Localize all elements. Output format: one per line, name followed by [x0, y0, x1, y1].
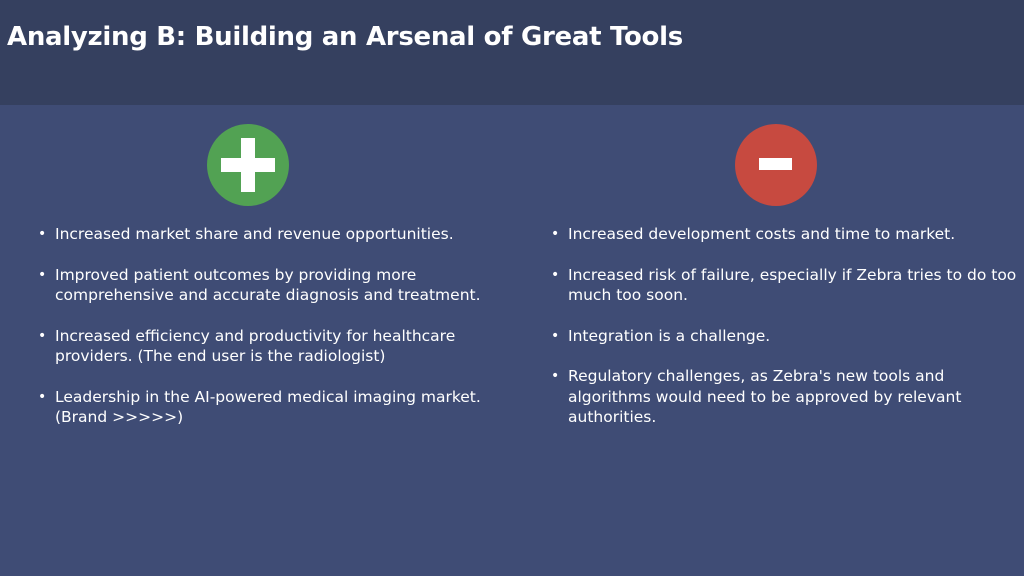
bullet-icon: •	[551, 226, 560, 242]
cons-item-text: Increased development costs and time to …	[568, 225, 956, 243]
cons-item-text: Regulatory challenges, as Zebra's new to…	[568, 367, 962, 426]
pros-item: • Increased efficiency and productivity …	[38, 326, 488, 367]
bullet-icon: •	[38, 226, 47, 242]
bullet-icon: •	[551, 266, 560, 283]
bullet-icon: •	[38, 388, 47, 405]
cons-item: • Increased development costs and time t…	[551, 224, 1021, 245]
cons-item-text: Increased risk of failure, especially if…	[568, 265, 1017, 305]
bullet-icon: •	[38, 266, 47, 283]
pros-item-text: Improved patient outcomes by providing m…	[55, 265, 481, 305]
minus-icon	[735, 124, 817, 206]
pros-item: • Increased market share and revenue opp…	[38, 224, 488, 245]
bullet-icon: •	[551, 327, 560, 344]
pros-item-text: Leadership in the AI-powered medical ima…	[55, 387, 481, 427]
cons-item: • Integration is a challenge.	[551, 326, 1021, 347]
cons-list: • Increased development costs and time t…	[551, 224, 1021, 448]
bullet-icon: •	[38, 327, 47, 344]
pros-list: • Increased market share and revenue opp…	[38, 224, 488, 448]
pros-item: • Leadership in the AI-powered medical i…	[38, 387, 488, 428]
page-title: Analyzing B: Building an Arsenal of Grea…	[7, 22, 683, 52]
bullet-icon: •	[551, 368, 560, 384]
pros-item: • Improved patient outcomes by providing…	[38, 265, 488, 306]
cons-item-text: Integration is a challenge.	[568, 326, 771, 345]
cons-item: • Regulatory challenges, as Zebra's new …	[551, 366, 1021, 428]
plus-icon	[207, 124, 289, 206]
header-band: Analyzing B: Building an Arsenal of Grea…	[0, 0, 1024, 105]
cons-item: • Increased risk of failure, especially …	[551, 265, 1021, 306]
pros-item-text: Increased market share and revenue oppor…	[55, 225, 454, 243]
pros-item-text: Increased efficiency and productivity fo…	[55, 326, 456, 366]
